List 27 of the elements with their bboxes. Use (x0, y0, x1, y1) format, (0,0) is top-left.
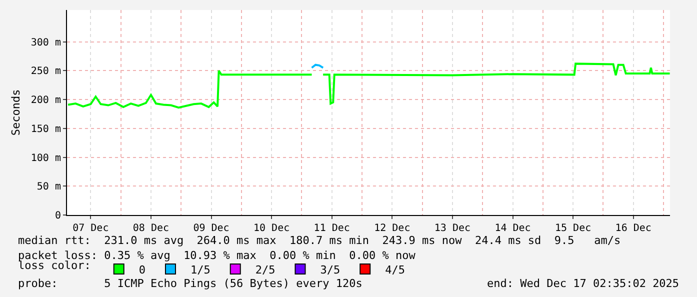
text: median rtt: 231.0 ms avg 264.0 ms max 180.7 ms min 243.9 ms now 24.4 ms sd 9.5 am/s (18, 234, 621, 247)
x-tick-label: 09 Dec (193, 223, 230, 234)
x-tick-label: 15 Dec (554, 223, 592, 234)
legend-label: 1/5 (190, 263, 210, 276)
x-tick-label: 12 Dec (374, 223, 410, 234)
legend-label: 3/5 (320, 263, 340, 276)
x-tick-label: 16 Dec (615, 223, 652, 234)
x-tick-label: 11 Dec (314, 223, 350, 234)
y-axis-title: Seconds (10, 89, 23, 136)
y-tick-label: 300 m (30, 37, 61, 48)
x-tick-label: 07 Dec (72, 223, 109, 234)
legend-label: 2/5 (255, 263, 276, 276)
x-tick-label: 14 Dec (494, 223, 531, 234)
text: probe: 5 ICMP Echo Pings (56 Bytes) every 120s (18, 277, 362, 290)
legend-label: 0 (138, 263, 146, 276)
x-tick-label: 08 Dec (132, 223, 170, 234)
text: end: Wed Dec 17 02:35:02 2025 (487, 277, 680, 290)
x-tick-label: 10 Dec (253, 223, 290, 234)
y-tick-label: 250 m (30, 66, 61, 78)
y-tick-label: 0 (54, 210, 61, 222)
y-tick-label: 200 m (30, 95, 61, 106)
y-tick-label: 100 m (30, 152, 61, 164)
y-tick-label: 150 m (30, 124, 61, 135)
text: packet loss: 0.35 % avg 10.93 % max 0.00 % min 0.00 % now (18, 249, 416, 262)
y-tick-label: 50 m (36, 182, 61, 193)
legend-label: 4/5 (385, 263, 405, 276)
x-tick-label: 13 Dec (434, 223, 471, 234)
